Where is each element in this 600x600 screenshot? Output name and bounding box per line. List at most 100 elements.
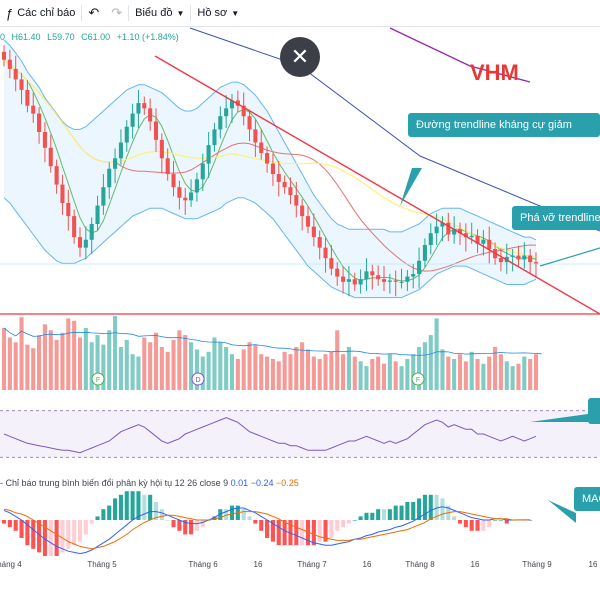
volume-bar xyxy=(54,339,59,390)
candle-body xyxy=(422,245,427,261)
macd-panel xyxy=(1,491,533,556)
macd-histogram-bar xyxy=(300,520,305,546)
macd-histogram-bar xyxy=(370,512,375,520)
volume-bar xyxy=(130,354,135,390)
volume-bar xyxy=(510,366,515,390)
volume-bar xyxy=(253,344,258,390)
candle-body xyxy=(113,158,118,169)
volume-bar xyxy=(77,337,83,390)
candle-body xyxy=(294,195,299,206)
redo-button[interactable]: ↷ xyxy=(105,0,128,26)
close-button[interactable]: ✕ xyxy=(280,37,320,77)
candle-body xyxy=(101,187,106,206)
volume-bar xyxy=(411,354,416,390)
candle-body xyxy=(305,216,311,227)
volume-bar xyxy=(516,363,521,390)
callout-trendline[interactable]: Đường trendline kháng cự giảm xyxy=(408,113,600,137)
macd-histogram-bar xyxy=(212,516,217,520)
candle-body xyxy=(148,108,153,122)
volume-bar xyxy=(83,327,88,390)
macd-histogram-bar xyxy=(113,498,118,520)
candle-body xyxy=(487,239,492,249)
macd-histogram-bar xyxy=(31,520,36,549)
volume-bar xyxy=(183,335,188,390)
candle-body xyxy=(463,233,468,238)
volume-bar xyxy=(294,347,299,390)
candle-body xyxy=(300,205,305,217)
candle-body xyxy=(66,202,71,217)
volume-bar xyxy=(364,366,369,390)
macd-histogram-bar xyxy=(124,491,129,520)
toolbar-divider xyxy=(128,5,130,21)
volume-bar xyxy=(493,347,498,390)
candle-body xyxy=(7,59,12,69)
macd-histogram-bar xyxy=(247,516,252,520)
macd-histogram-bar xyxy=(259,520,264,531)
callout-break[interactable]: Phá vỡ trendline xyxy=(512,206,600,230)
toolbar-divider xyxy=(190,5,192,21)
chart-type-button[interactable]: Biểu đồ ▼ xyxy=(129,0,190,26)
volume-bar xyxy=(487,356,492,390)
macd-histogram-bar xyxy=(481,520,486,531)
macd-histogram-bar xyxy=(177,520,182,531)
callout-rsi[interactable] xyxy=(588,398,600,424)
volume-bar xyxy=(376,356,381,390)
macd-histogram-bar xyxy=(270,520,275,542)
volume-bar xyxy=(522,356,527,390)
candle-body xyxy=(428,233,433,246)
candle-body xyxy=(229,100,235,109)
x-axis-tick: 16 xyxy=(588,560,598,569)
x-axis-tick: 16 xyxy=(253,560,263,569)
volume-bar xyxy=(533,354,539,390)
candle-body xyxy=(77,237,83,248)
macd-histogram-bar xyxy=(218,509,223,520)
volume-bar xyxy=(218,342,223,390)
volume-bar xyxy=(440,349,445,390)
macd-histogram-bar xyxy=(276,520,281,546)
ohlc-change: +1.10 (+1.84%) xyxy=(116,32,179,42)
candle-body xyxy=(218,116,223,130)
volume-bar xyxy=(381,363,387,390)
volume-bar xyxy=(528,358,533,390)
undo-button[interactable]: ↶ xyxy=(82,0,105,26)
rsi-band xyxy=(0,410,600,458)
candle-body xyxy=(341,276,346,282)
indicators-label: Các chỉ báo xyxy=(17,7,76,19)
event-marker xyxy=(91,372,105,386)
macd-histogram-bar xyxy=(130,491,135,520)
volume-bar xyxy=(446,356,451,390)
ohlc-low: L59.70 xyxy=(47,32,75,42)
candle-body xyxy=(37,113,42,132)
volume-bar xyxy=(498,354,503,390)
volume-bar xyxy=(171,339,176,390)
x-axis-tick: Tháng 6 xyxy=(188,560,218,569)
x-axis-tick: Tháng 5 xyxy=(87,560,117,569)
macd-histogram-bar xyxy=(376,509,381,520)
volume-bar xyxy=(42,324,47,390)
macd-histogram-bar xyxy=(194,520,199,531)
volume-bar xyxy=(434,318,439,390)
macd-histogram-bar xyxy=(159,509,164,520)
callout-macd[interactable]: MAC xyxy=(574,487,600,511)
candle-body xyxy=(434,226,439,234)
candle-body xyxy=(95,205,100,224)
indicators-button[interactable]: ƒ Các chỉ báo xyxy=(0,0,81,26)
event-marker xyxy=(411,372,425,386)
undo-icon: ↶ xyxy=(88,5,100,20)
candle-body xyxy=(457,229,463,234)
candle-body xyxy=(124,126,129,143)
event-marker-label: F xyxy=(416,377,420,384)
volume-bar xyxy=(101,344,106,390)
chevron-down-icon: ▼ xyxy=(231,8,240,18)
candle-body xyxy=(136,103,141,114)
candle-body xyxy=(259,142,264,154)
volume-bar xyxy=(229,354,235,390)
callout-rsi-pointer xyxy=(530,414,588,422)
macd-histogram-bar xyxy=(72,520,77,546)
candle-body xyxy=(54,166,59,185)
x-axis-tick: 16 xyxy=(362,560,372,569)
candle-body xyxy=(358,279,363,285)
profile-button[interactable]: Hồ sơ ▼ xyxy=(191,0,245,26)
candle-body xyxy=(335,268,340,277)
